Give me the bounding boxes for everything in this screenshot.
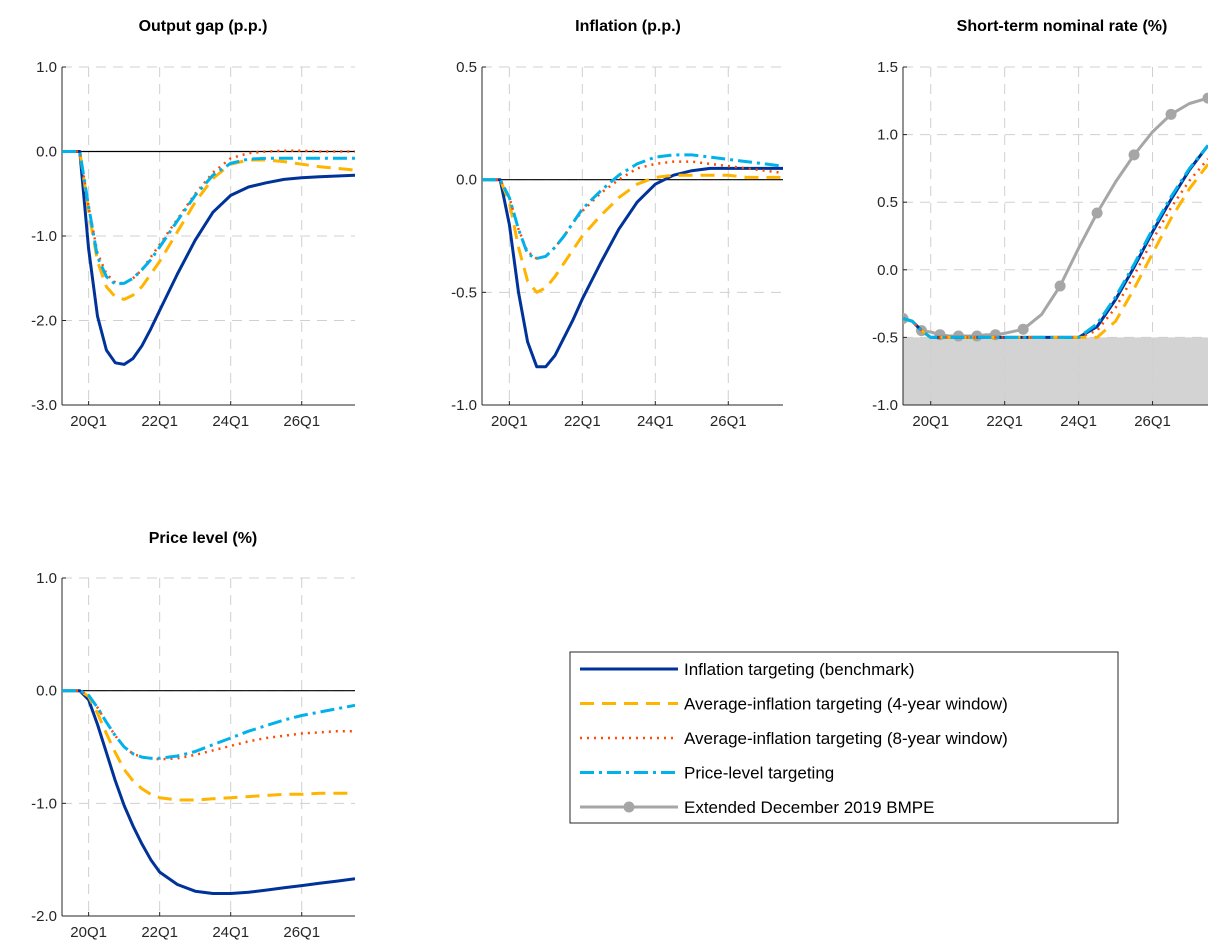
y-tick-label: -2.0: [31, 313, 57, 330]
x-tick-label: 24Q1: [212, 924, 249, 941]
x-tick-label: 20Q1: [491, 413, 528, 430]
y-tick-label: 0.0: [36, 144, 57, 161]
y-tick-label: 1.0: [877, 127, 898, 144]
series-marker-bmpe: [1054, 280, 1066, 292]
x-tick-label: 22Q1: [141, 413, 178, 430]
y-tick-label: 0.5: [877, 194, 898, 211]
panel-title: Inflation (p.p.): [575, 18, 681, 35]
series-line-it: [903, 144, 1208, 339]
chart-panel-1: Inflation (p.p.) 0.5 0.0 -0.5 -1.0 20Q1 22Q1 24…: [451, 18, 783, 430]
x-tick-label: 22Q1: [141, 924, 178, 941]
chart-panel-0: Output gap (p.p.) 1.0 0.0 -1.0 -2.0 -3.0 20Q1 2…: [31, 18, 355, 430]
series-line-it: [62, 150, 355, 366]
x-tick-label: 22Q1: [564, 413, 601, 430]
y-tick-label: -3.0: [31, 397, 57, 414]
y-tick-label: -0.5: [872, 329, 898, 346]
series-marker-bmpe: [1202, 92, 1208, 104]
x-tick-label: 22Q1: [986, 413, 1023, 430]
y-tick-label: 1.5: [877, 59, 898, 76]
series-line-plt: [903, 144, 1208, 339]
series-line-it: [482, 166, 783, 369]
series-line-plt: [482, 153, 783, 260]
x-tick-label: 24Q1: [637, 413, 674, 430]
x-tick-label: 20Q1: [70, 924, 107, 941]
legend-marker-bmpe: [623, 801, 635, 813]
legend: Inflation targeting (benchmark) Average-i…: [569, 651, 1119, 824]
series-line-ait8: [903, 158, 1208, 339]
x-tick-label: 26Q1: [283, 413, 320, 430]
y-tick-label: 0.0: [36, 683, 57, 700]
x-tick-label: 20Q1: [70, 413, 107, 430]
series-marker-bmpe: [1165, 108, 1177, 120]
series-line-it: [62, 689, 355, 895]
y-tick-label: 0.5: [456, 59, 477, 76]
series-line-ait4: [482, 173, 783, 294]
legend-label-ait4: Average-inflation targeting (4-year wind…: [684, 695, 1008, 714]
x-tick-label: 24Q1: [212, 413, 249, 430]
legend-label-plt: Price-level targeting: [684, 764, 834, 783]
y-tick-label: 1.0: [36, 570, 57, 587]
legend-label-it: Inflation targeting (benchmark): [684, 660, 915, 679]
elb-shaded-area: [903, 337, 1208, 405]
y-tick-label: -2.0: [31, 908, 57, 925]
chart-panel-2: Short-term nominal rate (%) 1.5 1.0 0.5 0.0 -…: [872, 18, 1208, 430]
series-marker-bmpe: [1091, 207, 1103, 219]
x-tick-label: 26Q1: [710, 413, 747, 430]
y-tick-label: -1.0: [31, 228, 57, 245]
y-tick-label: 0.0: [456, 172, 477, 189]
y-tick-label: -1.0: [872, 397, 898, 414]
x-tick-label: 26Q1: [1134, 413, 1171, 430]
chart-panel-3: Price level (%) 1.0 0.0 -1.0 -2.0 20Q1 22Q1 24Q…: [31, 530, 355, 941]
y-tick-label: 1.0: [36, 59, 57, 76]
panel-title: Short-term nominal rate (%): [957, 18, 1168, 35]
panel-title: Price level (%): [149, 530, 258, 547]
series-marker-bmpe: [1017, 323, 1029, 335]
y-tick-label: -0.5: [451, 284, 477, 301]
series-line-ait4: [903, 163, 1208, 339]
series-line-plt: [62, 150, 355, 286]
series-line-ait4: [62, 689, 355, 802]
panel-title: Output gap (p.p.): [139, 18, 268, 35]
series-line-plt: [62, 689, 355, 760]
legend-label-ait8: Average-inflation targeting (8-year wind…: [684, 729, 1008, 748]
x-tick-label: 24Q1: [1060, 413, 1097, 430]
y-tick-label: -1.0: [451, 397, 477, 414]
legend-box: [569, 651, 1119, 824]
x-tick-label: 20Q1: [912, 413, 949, 430]
x-tick-label: 26Q1: [283, 924, 320, 941]
y-tick-label: 0.0: [877, 262, 898, 279]
legend-label-bmpe: Extended December 2019 BMPE: [684, 798, 934, 817]
y-tick-label: -1.0: [31, 795, 57, 812]
series-marker-bmpe: [1128, 149, 1140, 161]
